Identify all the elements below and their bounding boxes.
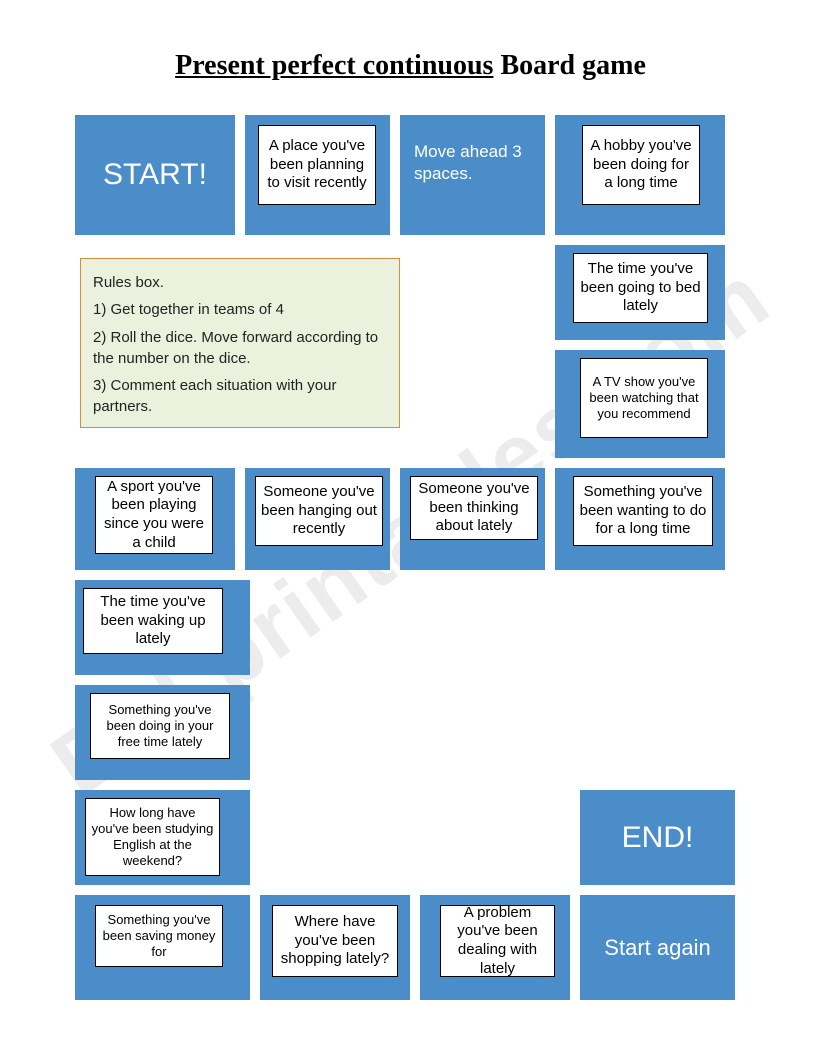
card-sport: A sport you've been playing since you we…	[95, 476, 213, 554]
page-title: Present perfect continuous Board game	[0, 50, 821, 82]
card-hobby: A hobby you've been doing for a long tim…	[582, 125, 700, 205]
card-free-time: Something you've been doing in your free…	[90, 693, 230, 759]
card-shopping: Where have you've been shopping lately?	[272, 905, 398, 977]
rules-line-3: 3) Comment each situation with your part…	[93, 375, 387, 417]
card-hanging-out: Someone you've been hanging out recently	[255, 476, 383, 546]
rules-header: Rules box.	[93, 269, 387, 296]
card-problem: A problem you've been dealing with latel…	[440, 905, 555, 977]
title-underline: Present perfect continuous	[175, 50, 493, 81]
rules-box: Rules box. 1) Get together in teams of 4…	[80, 258, 400, 428]
card-tv-show: A TV show you've been watching that you …	[580, 358, 708, 438]
card-bed-time: The time you've been going to bed lately	[573, 253, 708, 323]
start-label: START!	[75, 115, 235, 235]
rules-line-1: 1) Get together in teams of 4	[93, 296, 387, 323]
move-ahead-label: Move ahead 3 spaces.	[408, 135, 538, 191]
rules-line-2: 2) Roll the dice. Move forward according…	[93, 327, 387, 369]
card-waking: The time you've been waking up lately	[83, 588, 223, 654]
card-place-visit: A place you've been planning to visit re…	[258, 125, 376, 205]
card-english: How long have you've been studying Engli…	[85, 798, 220, 876]
card-saving: Something you've been saving money for	[95, 905, 223, 967]
start-again-label: Start again	[580, 895, 735, 1000]
end-label: END!	[580, 790, 735, 885]
card-thinking: Someone you've been thinking about latel…	[410, 476, 538, 540]
card-wanting: Something you've been wanting to do for …	[573, 476, 713, 546]
title-rest: Board game	[493, 50, 645, 81]
